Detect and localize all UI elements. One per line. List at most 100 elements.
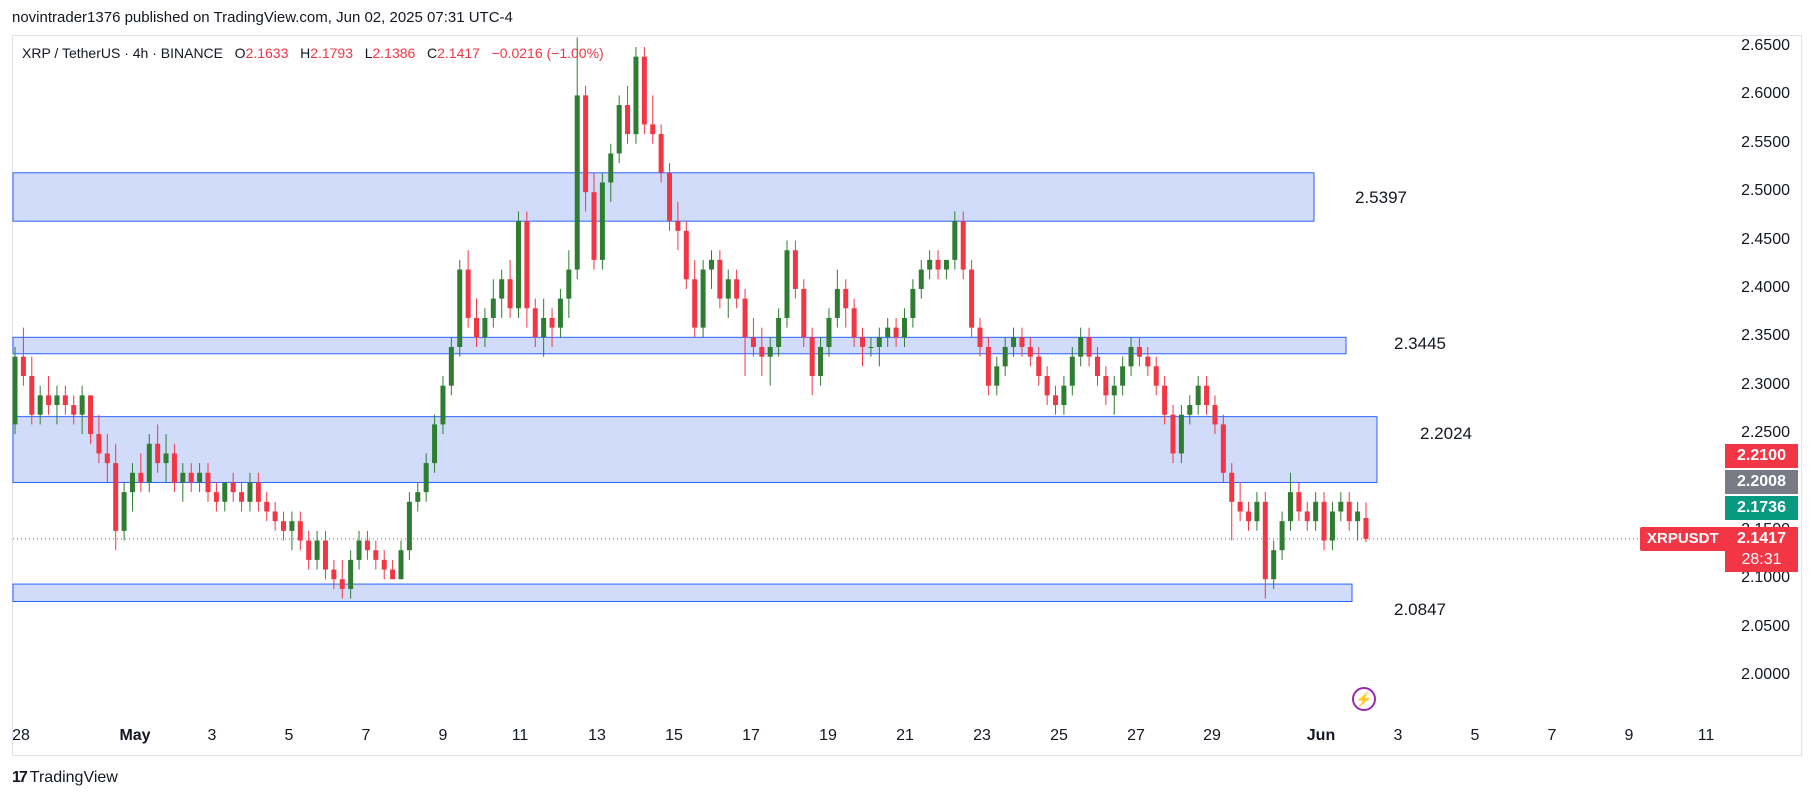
candle-body — [641, 56, 647, 125]
x-axis-tick-label: May — [119, 727, 151, 744]
candle-body — [1195, 385, 1201, 406]
candle-body — [457, 269, 463, 347]
symbol-price-tag[interactable]: XRPUSDT — [1640, 527, 1726, 551]
candle-body — [1128, 346, 1134, 367]
y-axis-tick-label: 2.5500 — [1741, 133, 1790, 151]
y-axis-tick-label: 2.3000 — [1741, 375, 1790, 393]
candle-body — [331, 569, 337, 580]
y-axis-tick-label: 2.3500 — [1741, 327, 1790, 345]
candle-body — [675, 221, 681, 231]
candle-body — [1271, 550, 1277, 580]
candle-body — [1078, 337, 1084, 357]
candle-body — [474, 317, 480, 338]
x-axis-tick-label: 19 — [819, 727, 837, 744]
candle-body — [490, 298, 496, 318]
x-axis-tick-label: 7 — [361, 727, 371, 744]
candle-body — [88, 395, 94, 435]
candle-body — [1094, 356, 1100, 377]
y-axis-tick-label: 2.0000 — [1741, 666, 1790, 683]
ohlc-legend: XRP / TetherUS · 4h · BINANCE O2.1633 H2… — [22, 45, 604, 61]
lightning-icon[interactable]: ⚡ — [1352, 687, 1376, 711]
candle-body — [1329, 511, 1335, 541]
candle-body — [465, 269, 471, 318]
candle-body — [1187, 405, 1193, 415]
tradingview-footer[interactable]: 17 TradingView — [12, 769, 118, 787]
candle-body — [129, 472, 135, 493]
candle-body — [574, 95, 580, 270]
candle-body — [927, 259, 933, 270]
candle-body — [104, 453, 110, 464]
x-axis-tick-label: 5 — [284, 727, 294, 744]
zone-price-label: 2.2024 — [1420, 424, 1472, 443]
legend-low: 2.1386 — [372, 45, 416, 61]
candle-body — [406, 501, 412, 551]
candle-body — [37, 395, 43, 415]
legend-c-label: C — [426, 45, 438, 61]
candle-body — [742, 298, 748, 338]
candle-body — [692, 279, 698, 328]
candle-body — [994, 366, 1000, 386]
candle-body — [213, 492, 219, 502]
candle-body — [364, 540, 370, 551]
candle-body — [910, 288, 916, 318]
candle-body — [222, 482, 228, 502]
countdown-tag: 28:31 — [1725, 548, 1798, 572]
candle-body — [121, 492, 127, 531]
sr-zone — [12, 583, 1353, 602]
candle-body — [390, 569, 396, 580]
candle-body — [818, 346, 824, 377]
candle-body — [1296, 492, 1302, 512]
candle-body — [801, 288, 807, 338]
candle-body — [776, 317, 782, 347]
candle-body — [608, 153, 614, 183]
candle-body — [893, 327, 899, 338]
candle-body — [633, 56, 639, 135]
published-header: novintrader1376 published on TradingView… — [12, 9, 513, 26]
x-axis-tick-label: 21 — [896, 727, 914, 744]
candle-body — [515, 221, 521, 309]
candle-body — [96, 434, 102, 454]
candle-body — [734, 279, 740, 299]
candle-body — [339, 579, 345, 589]
candle-body — [977, 327, 983, 347]
price-tag-green: 2.1736 — [1725, 496, 1798, 520]
candle-body — [155, 443, 161, 464]
candle-body — [79, 395, 85, 415]
x-axis-tick-label: 13 — [588, 727, 606, 744]
candle-body — [784, 250, 790, 318]
candle-body — [415, 492, 421, 502]
candle-body — [507, 279, 513, 309]
legend-close: 2.1417 — [437, 45, 480, 61]
candle-body — [54, 395, 60, 406]
candle-body — [1162, 385, 1168, 415]
candle-body — [432, 424, 438, 464]
candle-body — [1044, 376, 1050, 396]
candle-body — [532, 308, 538, 338]
candle-body — [1355, 511, 1361, 522]
candle-body — [1338, 501, 1344, 512]
candle-body — [759, 346, 765, 357]
candle-body — [960, 221, 966, 270]
candle-body — [230, 482, 236, 493]
price-tag-gray: 2.2008 — [1725, 470, 1798, 494]
candle-body — [1145, 356, 1151, 367]
y-axis-tick-label: 2.4500 — [1741, 230, 1790, 248]
x-axis-tick-label: 9 — [1624, 727, 1634, 744]
candle-body — [935, 259, 941, 270]
x-axis-tick-label: 28 — [12, 727, 30, 744]
candle-body — [1120, 366, 1126, 386]
candle-body — [683, 230, 689, 280]
candle-body — [667, 172, 673, 222]
candle-body — [423, 463, 429, 493]
candle-body — [708, 259, 714, 270]
candle-body — [163, 453, 169, 464]
candle-body — [1313, 501, 1319, 522]
candle-body — [834, 288, 840, 318]
candle-body — [20, 356, 26, 377]
candle-body — [700, 269, 706, 328]
candle-body — [448, 346, 454, 386]
candle-body — [826, 317, 832, 347]
candle-body — [583, 95, 589, 193]
x-axis-tick-label: 11 — [1697, 727, 1715, 744]
